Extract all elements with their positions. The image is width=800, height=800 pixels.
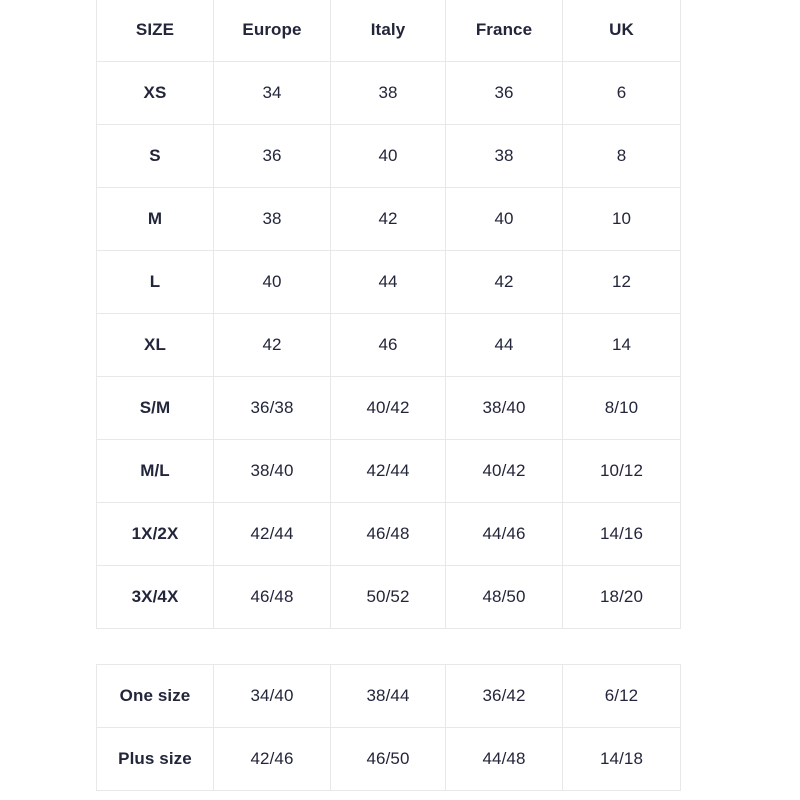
cell-size: 1X/2X — [96, 502, 214, 566]
cell-europe: 34 — [213, 61, 331, 125]
table-body: XS 34 38 36 6 S 36 40 38 8 M 38 42 40 10 — [96, 61, 681, 629]
cell-size: M — [96, 187, 214, 251]
cell-france: 44/48 — [445, 727, 563, 791]
cell-europe: 42/46 — [213, 727, 331, 791]
cell-italy: 40 — [330, 124, 446, 188]
table-body: One size 34/40 38/44 36/42 6/12 Plus siz… — [96, 664, 681, 791]
cell-size: XL — [96, 313, 214, 377]
cell-uk: 6 — [562, 61, 681, 125]
cell-france: 42 — [445, 250, 563, 314]
table-separator-gap — [96, 629, 680, 664]
cell-size: L — [96, 250, 214, 314]
cell-europe: 34/40 — [213, 664, 331, 728]
cell-europe: 38 — [213, 187, 331, 251]
cell-uk: 8/10 — [562, 376, 681, 440]
table-row: XL 42 46 44 14 — [96, 313, 681, 377]
table-header: SIZE Europe Italy France UK — [96, 0, 681, 62]
cell-france: 38 — [445, 124, 563, 188]
cell-italy: 44 — [330, 250, 446, 314]
cell-italy: 46 — [330, 313, 446, 377]
column-header-uk: UK — [562, 0, 681, 62]
cell-france: 38/40 — [445, 376, 563, 440]
cell-size: S — [96, 124, 214, 188]
cell-uk: 12 — [562, 250, 681, 314]
table-row: Plus size 42/46 46/50 44/48 14/18 — [96, 727, 681, 791]
cell-france: 36/42 — [445, 664, 563, 728]
column-header-size: SIZE — [96, 0, 214, 62]
table-row: M 38 42 40 10 — [96, 187, 681, 251]
cell-uk: 10 — [562, 187, 681, 251]
cell-europe: 38/40 — [213, 439, 331, 503]
size-conversion-table: SIZE Europe Italy France UK XS 34 38 36 … — [96, 0, 681, 629]
cell-italy: 46/50 — [330, 727, 446, 791]
cell-size: S/M — [96, 376, 214, 440]
cell-italy: 38/44 — [330, 664, 446, 728]
cell-europe: 36/38 — [213, 376, 331, 440]
cell-italy: 46/48 — [330, 502, 446, 566]
cell-uk: 14 — [562, 313, 681, 377]
cell-europe: 42 — [213, 313, 331, 377]
cell-size: M/L — [96, 439, 214, 503]
table-row: S 36 40 38 8 — [96, 124, 681, 188]
table-row: 3X/4X 46/48 50/52 48/50 18/20 — [96, 565, 681, 629]
table-row: L 40 44 42 12 — [96, 250, 681, 314]
table-row: 1X/2X 42/44 46/48 44/46 14/16 — [96, 502, 681, 566]
cell-europe: 46/48 — [213, 565, 331, 629]
cell-uk: 8 — [562, 124, 681, 188]
cell-europe: 36 — [213, 124, 331, 188]
cell-size: 3X/4X — [96, 565, 214, 629]
cell-france: 40/42 — [445, 439, 563, 503]
cell-france: 40 — [445, 187, 563, 251]
column-header-italy: Italy — [330, 0, 446, 62]
cell-uk: 18/20 — [562, 565, 681, 629]
cell-italy: 50/52 — [330, 565, 446, 629]
cell-italy: 38 — [330, 61, 446, 125]
cell-europe: 42/44 — [213, 502, 331, 566]
cell-size: XS — [96, 61, 214, 125]
cell-france: 44 — [445, 313, 563, 377]
table-row: S/M 36/38 40/42 38/40 8/10 — [96, 376, 681, 440]
one-size-plus-size-table: One size 34/40 38/44 36/42 6/12 Plus siz… — [96, 664, 681, 791]
column-header-europe: Europe — [213, 0, 331, 62]
table-row: One size 34/40 38/44 36/42 6/12 — [96, 664, 681, 728]
cell-size: Plus size — [96, 727, 214, 791]
cell-uk: 14/16 — [562, 502, 681, 566]
table-row: M/L 38/40 42/44 40/42 10/12 — [96, 439, 681, 503]
cell-uk: 6/12 — [562, 664, 681, 728]
cell-europe: 40 — [213, 250, 331, 314]
table-header-row: SIZE Europe Italy France UK — [96, 0, 681, 62]
cell-france: 48/50 — [445, 565, 563, 629]
cell-italy: 40/42 — [330, 376, 446, 440]
cell-uk: 14/18 — [562, 727, 681, 791]
cell-france: 44/46 — [445, 502, 563, 566]
cell-france: 36 — [445, 61, 563, 125]
column-header-france: France — [445, 0, 563, 62]
cell-size: One size — [96, 664, 214, 728]
size-chart-container: SIZE Europe Italy France UK XS 34 38 36 … — [96, 0, 681, 791]
table-row: XS 34 38 36 6 — [96, 61, 681, 125]
cell-uk: 10/12 — [562, 439, 681, 503]
cell-italy: 42 — [330, 187, 446, 251]
cell-italy: 42/44 — [330, 439, 446, 503]
